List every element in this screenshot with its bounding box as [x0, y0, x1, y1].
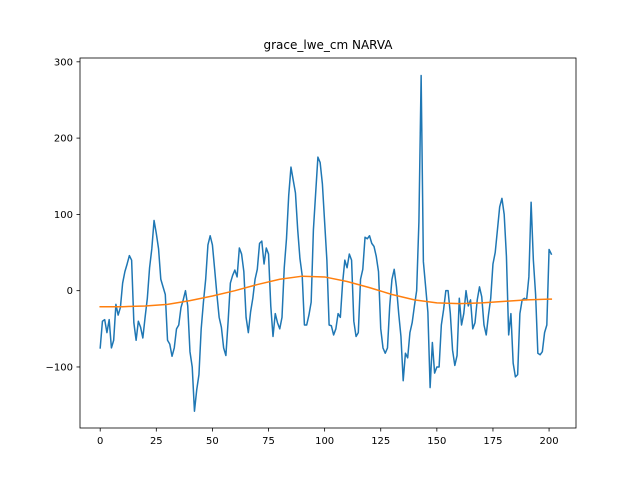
axes-frame	[79, 57, 577, 429]
chart-title: grace_lwe_cm NARVA	[263, 38, 393, 52]
x-tick-label: 150	[427, 436, 446, 447]
y-tick-label: 200	[54, 134, 73, 145]
x-tick-label: 125	[371, 436, 390, 447]
x-tick-label: 0	[97, 436, 103, 447]
x-tick-label: 200	[540, 436, 559, 447]
series-line-2	[99, 275, 553, 308]
plot-area	[99, 74, 553, 412]
y-tick-label: 100	[54, 210, 73, 221]
x-tick-label: 175	[483, 436, 502, 447]
y-tick-label: −100	[46, 362, 73, 373]
x-tick-label: 100	[315, 436, 334, 447]
series-line-1	[99, 74, 553, 412]
y-tick-label: 300	[54, 57, 73, 68]
y-tick-label: 0	[67, 286, 73, 297]
x-tick-label: 25	[150, 436, 163, 447]
x-tick-label: 75	[262, 436, 275, 447]
x-tick-label: 50	[206, 436, 219, 447]
